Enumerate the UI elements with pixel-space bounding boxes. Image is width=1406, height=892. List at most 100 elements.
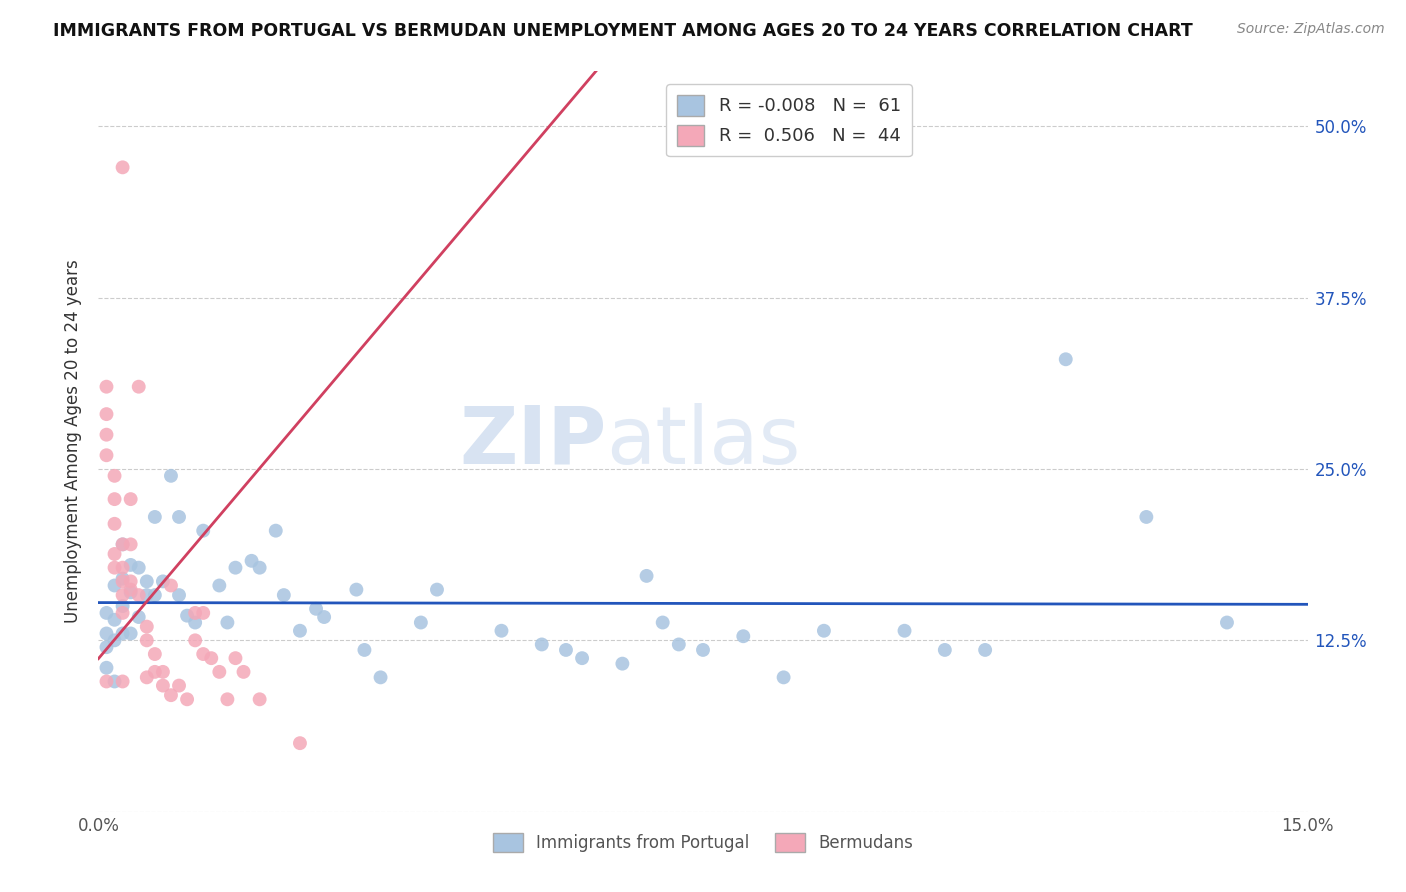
Point [264, 524, 287, 538]
Point [772, 670, 794, 684]
Point [135, 588, 157, 602]
Point [167, 588, 190, 602]
Text: ZIP: ZIP [458, 402, 606, 481]
Point [143, 647, 166, 661]
Point [111, 588, 134, 602]
Point [128, 380, 150, 394]
Point [167, 679, 190, 693]
Point [193, 524, 215, 538]
Point [208, 578, 231, 592]
Point [103, 560, 125, 574]
Point [96, 606, 118, 620]
Point [273, 588, 295, 602]
Point [668, 637, 690, 651]
Point [224, 651, 246, 665]
Point [120, 574, 142, 589]
Point [184, 606, 207, 620]
Point [176, 608, 198, 623]
Point [111, 572, 134, 586]
Point [111, 574, 134, 589]
Point [974, 643, 997, 657]
Point [184, 615, 207, 630]
Point [305, 602, 328, 616]
Point [184, 633, 207, 648]
Point [344, 582, 367, 597]
Point [249, 692, 271, 706]
Point [555, 643, 578, 657]
Point [143, 588, 166, 602]
Point [571, 651, 593, 665]
Point [103, 468, 125, 483]
Point [96, 626, 118, 640]
Point [120, 585, 142, 599]
Point [934, 643, 956, 657]
Point [103, 578, 125, 592]
Y-axis label: Unemployment Among Ages 20 to 24 years: Unemployment Among Ages 20 to 24 years [65, 260, 83, 624]
Point [249, 560, 271, 574]
Point [120, 626, 142, 640]
Point [120, 537, 142, 551]
Point [111, 560, 134, 574]
Point [135, 670, 157, 684]
Point [193, 647, 215, 661]
Point [120, 582, 142, 597]
Point [135, 619, 157, 633]
Point [111, 674, 134, 689]
Point [152, 679, 174, 693]
Point [96, 640, 118, 655]
Point [96, 674, 118, 689]
Point [160, 578, 183, 592]
Point [651, 615, 673, 630]
Point [217, 692, 239, 706]
Point [491, 624, 513, 638]
Point [288, 736, 311, 750]
Point [288, 624, 311, 638]
Point [111, 537, 134, 551]
Point [128, 610, 150, 624]
Point [1216, 615, 1239, 630]
Point [96, 407, 118, 421]
Point [103, 633, 125, 648]
Point [96, 427, 118, 442]
Point [692, 643, 714, 657]
Point [353, 643, 375, 657]
Point [733, 629, 755, 643]
Point [120, 492, 142, 507]
Point [152, 665, 174, 679]
Point [612, 657, 634, 671]
Point [103, 613, 125, 627]
Point [111, 606, 134, 620]
Point [893, 624, 915, 638]
Point [111, 599, 134, 613]
Point [128, 588, 150, 602]
Point [240, 554, 263, 568]
Point [409, 615, 432, 630]
Point [135, 633, 157, 648]
Point [224, 560, 246, 574]
Point [160, 468, 183, 483]
Text: IMMIGRANTS FROM PORTUGAL VS BERMUDAN UNEMPLOYMENT AMONG AGES 20 TO 24 YEARS CORR: IMMIGRANTS FROM PORTUGAL VS BERMUDAN UNE… [53, 22, 1194, 40]
Point [636, 569, 658, 583]
Point [96, 661, 118, 675]
Point [232, 665, 254, 679]
Text: Source: ZipAtlas.com: Source: ZipAtlas.com [1237, 22, 1385, 37]
Point [200, 651, 222, 665]
Point [96, 380, 118, 394]
Point [813, 624, 835, 638]
Point [176, 692, 198, 706]
Point [370, 670, 392, 684]
Point [152, 574, 174, 589]
Point [103, 492, 125, 507]
Text: atlas: atlas [606, 402, 800, 481]
Point [111, 626, 134, 640]
Point [135, 574, 157, 589]
Point [120, 558, 142, 572]
Point [128, 560, 150, 574]
Legend: Immigrants from Portugal, Bermudans: Immigrants from Portugal, Bermudans [486, 826, 920, 859]
Point [96, 448, 118, 462]
Point [103, 547, 125, 561]
Point [530, 637, 553, 651]
Point [167, 510, 190, 524]
Point [111, 537, 134, 551]
Point [160, 688, 183, 702]
